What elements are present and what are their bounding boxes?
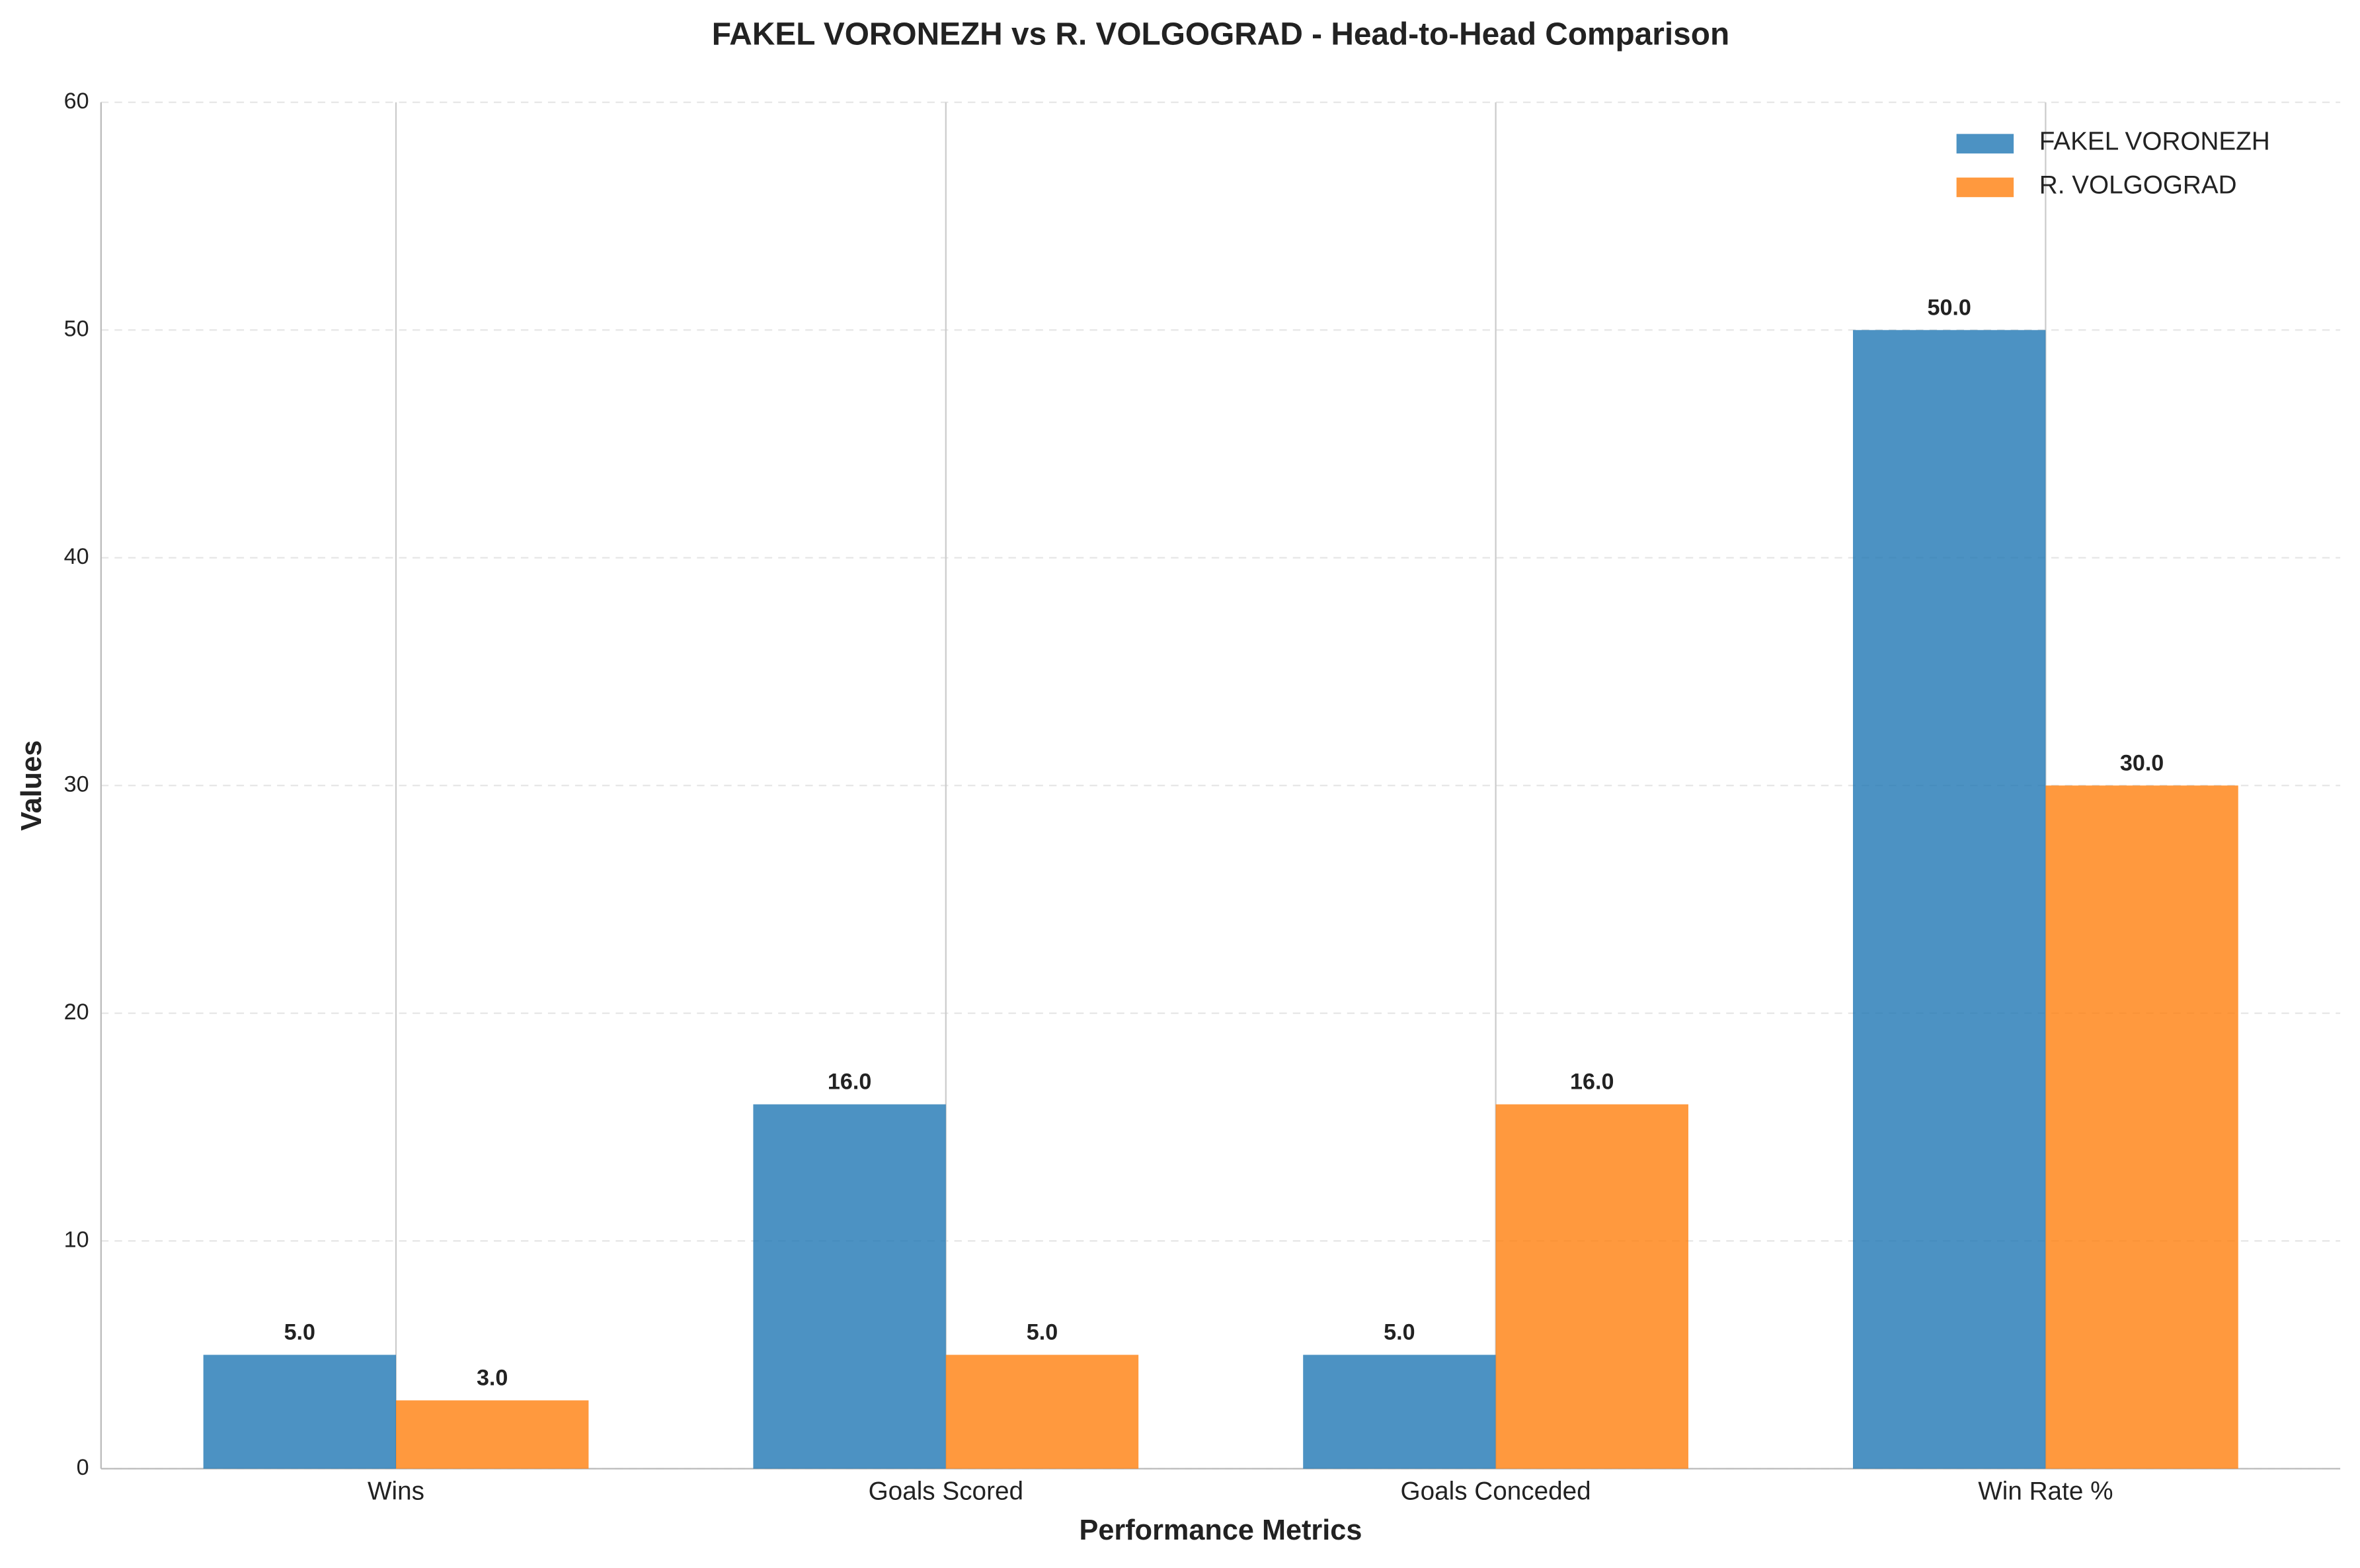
data-label: 5.0 (1384, 1320, 1415, 1345)
data-label: 16.0 (1570, 1070, 1614, 1095)
bar (753, 1104, 946, 1469)
data-label: 16.0 (828, 1070, 871, 1095)
x-axis-label: Performance Metrics (1080, 1514, 1362, 1546)
x-tick-label: Goals Scored (869, 1477, 1023, 1505)
y-tick-label: 40 (64, 544, 89, 569)
bar (1853, 330, 2046, 1469)
y-axis-label: Values (16, 740, 48, 831)
y-tick-label: 10 (64, 1227, 89, 1252)
y-tick-label: 0 (77, 1455, 89, 1480)
y-tick-label: 60 (64, 89, 89, 114)
data-label: 5.0 (1027, 1320, 1058, 1345)
data-label: 5.0 (284, 1320, 315, 1345)
bar (2045, 785, 2238, 1469)
bar (396, 1400, 589, 1469)
chart-title: FAKEL VORONEZH vs R. VOLGOGRAD - Head-to… (712, 17, 1729, 52)
legend-swatch (1956, 177, 2014, 198)
bar (1495, 1104, 1688, 1469)
data-label: 30.0 (2120, 750, 2164, 775)
bar (203, 1354, 396, 1469)
x-tick-label: Win Rate % (1978, 1477, 2113, 1505)
bar (945, 1354, 1139, 1469)
y-tick-label: 50 (64, 316, 89, 341)
data-label: 3.0 (477, 1366, 508, 1391)
legend-label: FAKEL VORONEZH (2039, 127, 2270, 155)
y-tick-label: 20 (64, 1000, 89, 1025)
legend-swatch (1956, 134, 2014, 154)
x-tick-label: Goals Conceded (1400, 1477, 1591, 1505)
bar (1303, 1354, 1496, 1469)
x-tick-label: Wins (368, 1477, 424, 1505)
y-tick-label: 30 (64, 771, 89, 797)
legend-label: R. VOLGOGRAD (2039, 171, 2237, 199)
data-label: 50.0 (1927, 295, 1971, 320)
